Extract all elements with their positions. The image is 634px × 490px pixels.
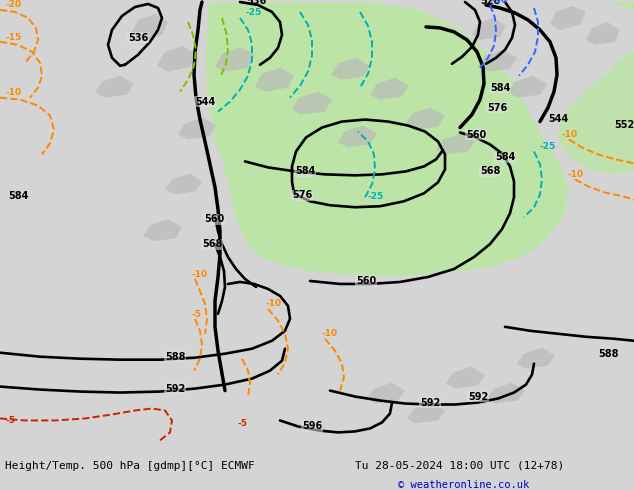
Text: 584: 584 [8, 191, 29, 201]
Polygon shape [586, 22, 620, 45]
Text: 560: 560 [466, 129, 486, 140]
Text: -5: -5 [238, 419, 248, 428]
Text: 536: 536 [246, 0, 266, 6]
Text: -5: -5 [5, 416, 15, 425]
Text: 592: 592 [468, 392, 488, 401]
Polygon shape [132, 14, 168, 42]
Polygon shape [165, 173, 202, 194]
Text: 560: 560 [356, 276, 376, 286]
Text: 568: 568 [202, 239, 222, 249]
Text: 588: 588 [598, 349, 619, 359]
Polygon shape [143, 219, 182, 241]
Text: 588: 588 [165, 352, 185, 362]
Text: 584: 584 [295, 167, 315, 176]
Text: -25: -25 [540, 143, 556, 151]
Text: -5: -5 [192, 310, 202, 319]
Polygon shape [338, 125, 377, 147]
Polygon shape [370, 78, 409, 99]
Polygon shape [95, 76, 134, 98]
Text: 596: 596 [302, 421, 322, 431]
Text: -10: -10 [192, 270, 208, 279]
Text: -10: -10 [322, 329, 338, 338]
Text: -10: -10 [562, 130, 578, 140]
Text: -10: -10 [265, 299, 281, 308]
Text: -30: -30 [492, 0, 508, 5]
Text: 536: 536 [128, 33, 148, 43]
Text: -25: -25 [368, 192, 384, 201]
Text: 584: 584 [490, 83, 510, 93]
Polygon shape [472, 18, 506, 40]
Polygon shape [517, 348, 555, 368]
Polygon shape [487, 383, 525, 404]
Polygon shape [436, 133, 475, 154]
Text: -10: -10 [5, 88, 21, 97]
Text: 592: 592 [420, 397, 440, 408]
Text: 576: 576 [292, 190, 312, 200]
Text: 544: 544 [548, 114, 568, 123]
Polygon shape [292, 92, 332, 115]
Text: 544: 544 [195, 97, 215, 107]
Polygon shape [206, 2, 568, 276]
Text: Tu 28-05-2024 18:00 UTC (12+78): Tu 28-05-2024 18:00 UTC (12+78) [355, 461, 564, 471]
Polygon shape [255, 68, 294, 92]
Polygon shape [478, 50, 517, 72]
Text: 576: 576 [487, 102, 507, 113]
Text: © weatheronline.co.uk: © weatheronline.co.uk [398, 480, 529, 490]
Polygon shape [550, 6, 586, 30]
Text: 528: 528 [480, 0, 500, 6]
Polygon shape [331, 58, 370, 80]
Text: -20: -20 [5, 0, 21, 9]
Text: -10: -10 [567, 171, 583, 179]
Text: 552: 552 [614, 120, 634, 129]
Text: 584: 584 [495, 152, 515, 162]
Text: 560: 560 [204, 214, 224, 224]
Polygon shape [215, 47, 255, 72]
Polygon shape [405, 108, 445, 129]
Polygon shape [508, 76, 547, 98]
Polygon shape [157, 46, 196, 72]
Polygon shape [446, 367, 485, 389]
Text: -15: -15 [5, 33, 22, 42]
Text: 568: 568 [480, 167, 500, 176]
Polygon shape [407, 402, 445, 423]
Text: -25: -25 [245, 8, 261, 17]
Polygon shape [510, 2, 634, 174]
Polygon shape [367, 383, 405, 404]
Polygon shape [178, 118, 216, 140]
Text: Height/Temp. 500 hPa [gdmp][°C] ECMWF: Height/Temp. 500 hPa [gdmp][°C] ECMWF [5, 461, 255, 471]
Text: 592: 592 [165, 384, 185, 393]
